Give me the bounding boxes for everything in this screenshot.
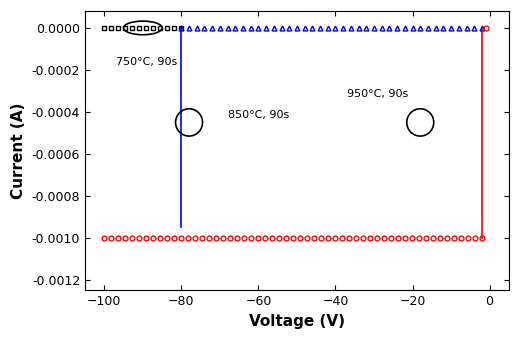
Y-axis label: Current (A): Current (A) — [11, 103, 26, 199]
Text: 950°C, 90s: 950°C, 90s — [347, 89, 408, 99]
Text: 850°C, 90s: 850°C, 90s — [228, 110, 289, 120]
Text: 750°C, 90s: 750°C, 90s — [116, 57, 177, 67]
X-axis label: Voltage (V): Voltage (V) — [249, 314, 345, 329]
